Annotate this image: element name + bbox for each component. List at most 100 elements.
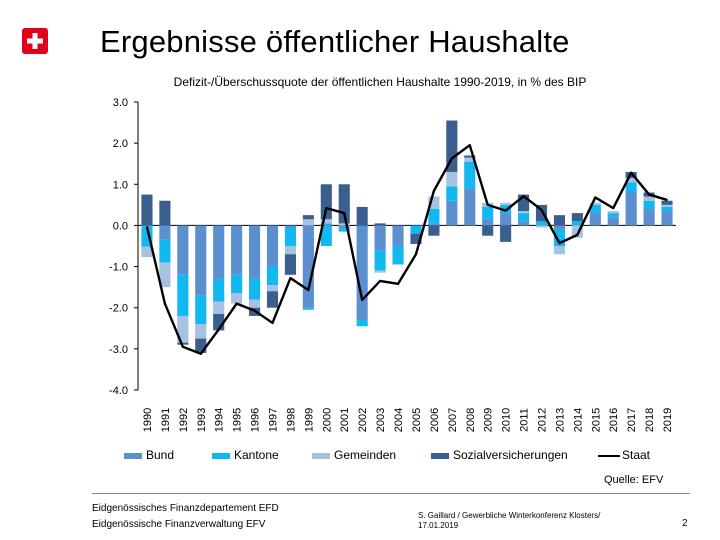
bar-sozialversicherungen-2014 (571, 213, 583, 222)
legend-item-sozialversicherungen: Sozialversicherungen (431, 448, 568, 462)
x-tick-label: 2013 (554, 408, 566, 432)
bar-bund-2007 (446, 200, 458, 226)
bar-gemeinden-1991 (159, 262, 171, 288)
legend-label-kantone: Kantone (234, 448, 279, 462)
y-tick-label: 3.0 (113, 97, 128, 109)
legend-swatch-bund (124, 452, 142, 459)
bar-sozialversicherungen-2003 (374, 223, 386, 226)
bar-bund-2016 (607, 217, 619, 226)
x-tick-label: 2010 (501, 408, 513, 432)
page-number: 2 (682, 518, 688, 529)
footer-department: Eidgenössisches Finanzdepartement EFD (92, 503, 279, 514)
bar-gemeinden-1993 (195, 324, 207, 339)
bar-kantone-2005 (410, 225, 422, 234)
bar-kantone-2009 (482, 206, 494, 220)
staat-point-1998 (289, 277, 292, 279)
bar-gemeinden-1995 (231, 293, 243, 304)
bar-kantone-1994 (213, 278, 225, 302)
x-tick-label: 2006 (429, 408, 441, 432)
bar-kantone-2012 (535, 221, 548, 226)
bar-sozialversicherungen-1997 (266, 291, 279, 308)
staat-point-1990 (146, 225, 148, 228)
bar-bund-1998 (284, 225, 296, 228)
x-tick-label: 1996 (250, 408, 262, 432)
bar-gemeinden-2000 (320, 219, 332, 224)
bar-kantone-2013 (553, 229, 565, 246)
legend-label-gemeinden: Gemeinden (334, 448, 397, 462)
bar-sozialversicherungen-2001 (338, 184, 350, 224)
x-tick-label: 2002 (357, 408, 369, 432)
x-tick-label: 2004 (393, 408, 405, 432)
bar-kantone-1996 (249, 278, 261, 300)
bar-kantone-2019 (661, 206, 673, 212)
bar-gemeinden-2007 (446, 171, 458, 187)
bar-bund-2010 (500, 213, 512, 226)
bar-bund-2006 (428, 223, 440, 226)
bar-gemeinden-1990 (141, 246, 153, 258)
bar-gemeinden-1994 (213, 301, 225, 314)
y-tick-label: 0.0 (113, 220, 128, 232)
bar-kantone-2011 (518, 213, 530, 222)
bar-gemeinden-1996 (249, 299, 261, 308)
bar-kantone-2015 (589, 204, 601, 214)
bar-bund-1993 (195, 225, 207, 296)
bar-gemeinden-2003 (374, 270, 386, 273)
bar-bund-2004 (392, 225, 404, 246)
series-line-staat (145, 143, 668, 355)
bar-kantone-2017 (625, 182, 637, 193)
legend-item-staat: Staat (598, 448, 650, 462)
staat-point-1991 (164, 302, 166, 305)
x-tick-label: 2016 (608, 408, 620, 432)
x-tick-label: 2014 (572, 408, 584, 432)
chart-title: Defizit-/Überschussquote der öffentliche… (173, 75, 587, 89)
bar-gemeinden-2008 (464, 157, 476, 162)
x-tick-label: 2003 (375, 408, 387, 432)
bar-bund-2008 (464, 188, 476, 226)
x-tick-label: 2005 (411, 408, 423, 432)
bar-kantone-2004 (392, 246, 404, 265)
bar-kantone-1999 (302, 307, 314, 310)
x-tick-label: 2011 (519, 408, 531, 432)
staat-point-1994 (217, 328, 220, 331)
bar-gemeinden-2018 (643, 196, 655, 201)
legend-line-staat (598, 454, 620, 457)
staat-point-2008 (468, 144, 471, 146)
bar-bund-1995 (231, 225, 243, 275)
x-tick-label: 2015 (590, 408, 602, 432)
source-note: Quelle: EFV (604, 474, 664, 486)
x-tick-label: 2012 (537, 408, 549, 432)
x-tick-label: 2008 (465, 408, 477, 432)
bar-bund-2015 (589, 213, 601, 226)
staat-point-2004 (397, 283, 399, 285)
bar-kantone-2008 (464, 161, 476, 189)
bar-sozialversicherungen-2002 (356, 206, 368, 226)
page-title: Ergebnisse öffentlicher Haushalte (100, 24, 570, 59)
staat-point-2015 (594, 196, 597, 199)
x-tick-label: 1999 (303, 408, 315, 432)
bar-gemeinden-2019 (661, 204, 673, 207)
bar-sozialversicherungen-2008 (464, 155, 476, 158)
bar-bund-2019 (661, 211, 673, 226)
bar-bund-1992 (177, 225, 189, 275)
y-tick-label: -1.0 (109, 262, 128, 274)
swiss-cross-logo (22, 28, 48, 54)
legend-item-kantone: Kantone (212, 448, 279, 462)
bar-sozialversicherungen-2012 (535, 204, 548, 222)
bar-kantone-1997 (266, 266, 279, 286)
y-tick-label: -3.0 (109, 344, 128, 356)
bar-gemeinden-1992 (177, 315, 189, 343)
bar-kantone-1995 (231, 274, 243, 294)
bar-sozialversicherungen-2009 (482, 225, 494, 236)
x-tick-label: 2018 (644, 408, 656, 432)
staat-point-2002 (361, 299, 363, 301)
staat-point-2000 (325, 207, 328, 209)
bar-sozialversicherungen-2006 (428, 225, 440, 236)
bar-sozialversicherungen-2011 (518, 194, 530, 212)
y-tick-label: 1.0 (113, 179, 128, 191)
bar-bund-2011 (518, 221, 530, 226)
bar-gemeinden-2015 (589, 202, 601, 205)
bar-sozialversicherungen-2019 (661, 200, 673, 205)
staat-point-2005 (415, 253, 417, 256)
bar-kantone-2003 (374, 250, 386, 271)
bar-sozialversicherungen-2010 (500, 225, 512, 242)
